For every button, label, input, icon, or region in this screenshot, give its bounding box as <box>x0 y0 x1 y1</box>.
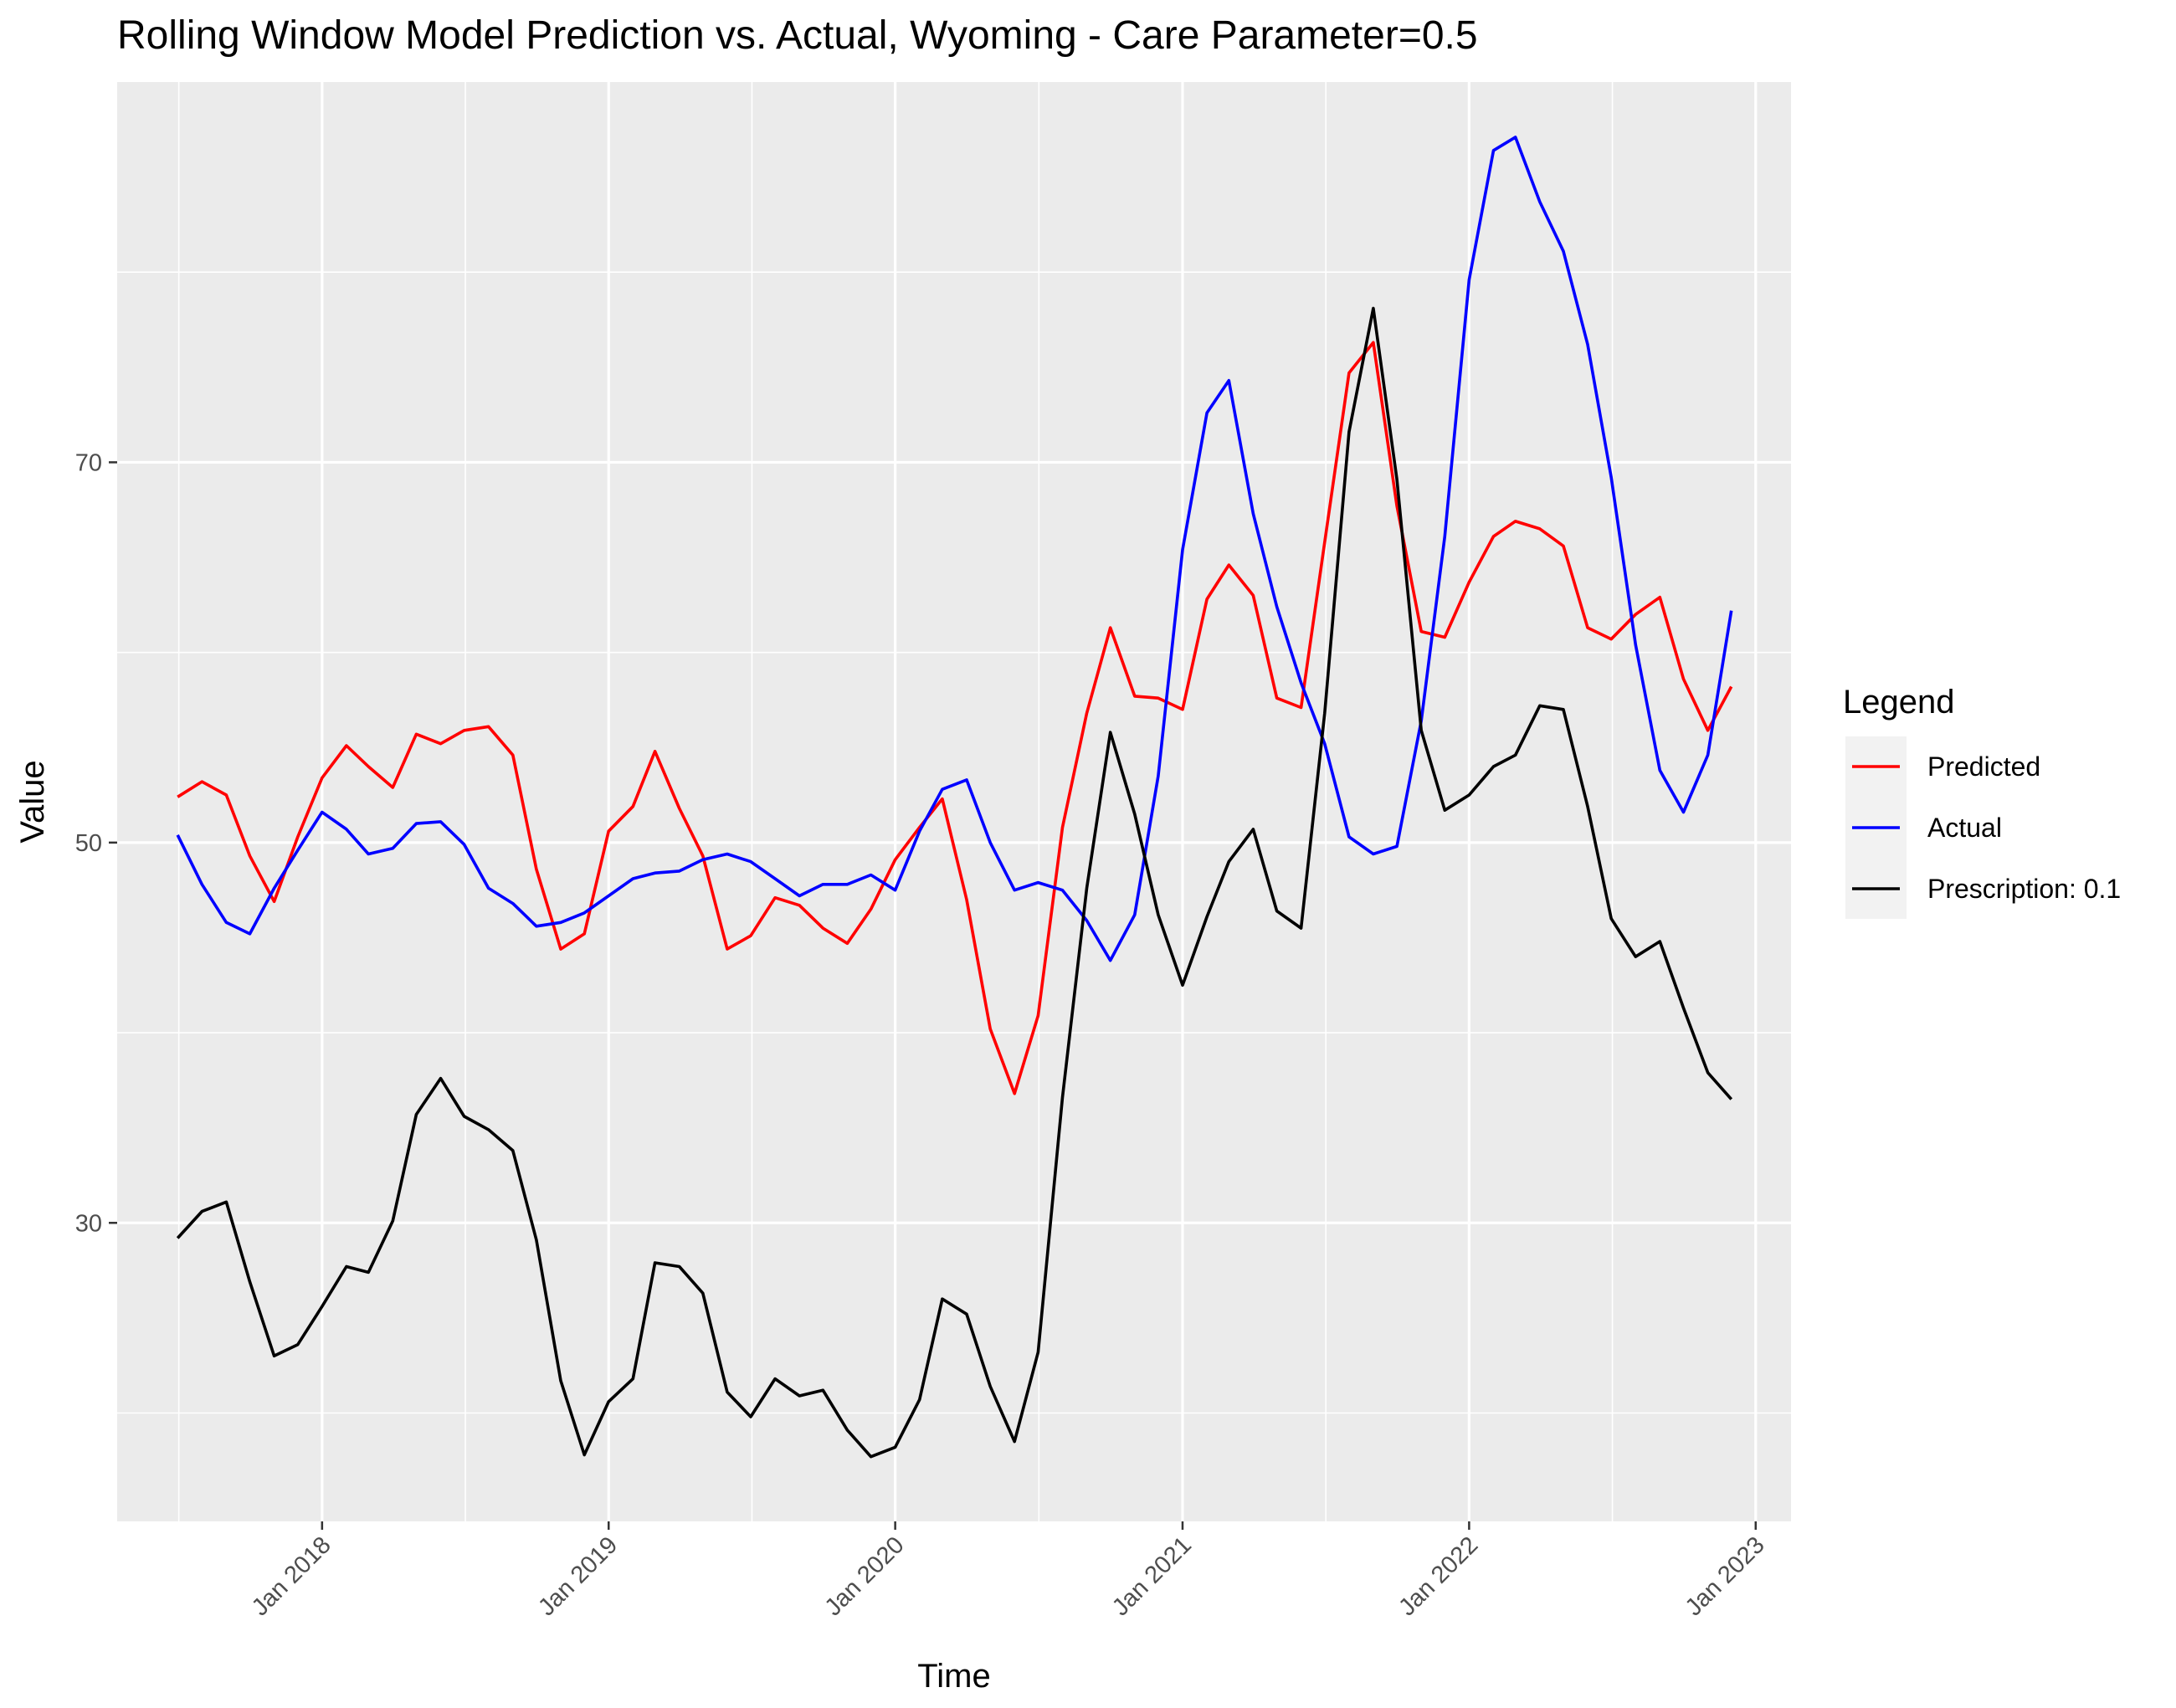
x-tick-label: Jan 2020 <box>820 1531 910 1621</box>
minor-gridlines <box>117 82 1791 1521</box>
y-axis: 30 50 70 <box>75 449 117 1237</box>
series-line-2 <box>176 306 1733 1459</box>
chart-title: Rolling Window Model Prediction vs. Actu… <box>117 13 1478 58</box>
y-tick-label: 30 <box>75 1210 102 1237</box>
x-axis: Jan 2018 Jan 2019 Jan 2020 Jan 2021 Jan 2022… <box>247 1521 1770 1621</box>
y-tick-label: 70 <box>75 449 102 476</box>
series-line-0 <box>177 341 1733 1095</box>
x-tick-label: Jan 2018 <box>247 1531 336 1621</box>
series-lines <box>176 136 1733 1459</box>
legend-label-0: Predicted <box>1927 751 2040 782</box>
x-axis-title: Time <box>917 1658 990 1695</box>
legend-title: Legend <box>1843 684 1954 721</box>
y-tick-label: 50 <box>75 830 102 857</box>
legend-items: Predicted Actual Prescription: 0.1 <box>1852 751 2121 904</box>
x-tick-label: Jan 2021 <box>1107 1531 1197 1621</box>
legend-label-1: Actual <box>1927 813 2002 843</box>
legend-label-2: Prescription: 0.1 <box>1927 874 2121 904</box>
x-tick-label: Jan 2022 <box>1393 1531 1483 1621</box>
series-line-1 <box>176 136 1733 962</box>
plot-panel <box>117 82 1791 1521</box>
x-tick-label: Jan 2019 <box>533 1531 623 1621</box>
legend: Legend Predicted Actual Prescription: 0.1 <box>1843 684 2121 919</box>
y-axis-title: Value <box>14 760 51 843</box>
x-tick-label: Jan 2023 <box>1681 1531 1770 1621</box>
